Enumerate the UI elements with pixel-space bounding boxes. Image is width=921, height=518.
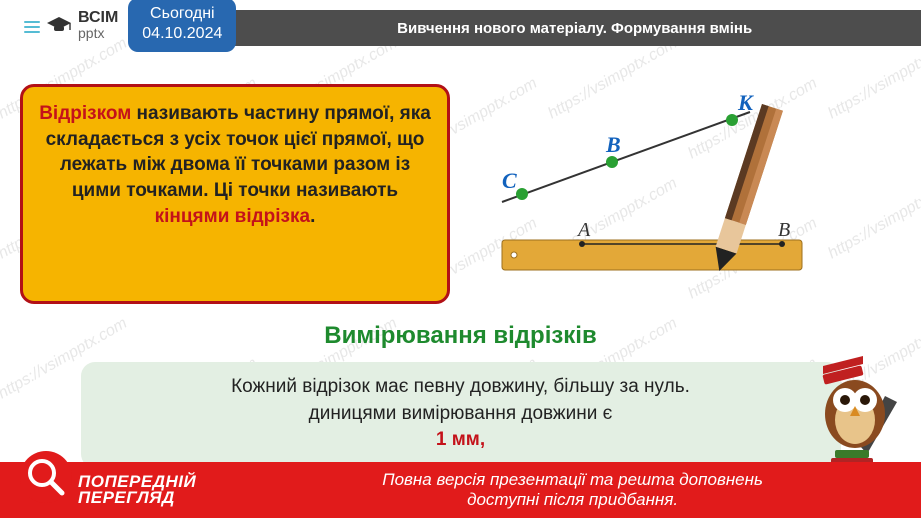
definition-box: Відрізком називають частину прямої, яка …	[20, 84, 450, 304]
measure-units: 1 мм,	[436, 429, 485, 450]
svg-text:В: В	[605, 132, 621, 157]
logo-lines-icon	[24, 21, 40, 33]
banner-label-2: ПЕРЕГЛЯД	[78, 490, 196, 506]
measure-text-1a: Кожний	[231, 376, 302, 397]
banner-msg-1: Повна версія презентації та решта доповн…	[224, 470, 921, 490]
owl-mascot-icon	[805, 354, 915, 464]
banner-message: Повна версія презентації та решта доповн…	[224, 470, 921, 510]
section-title: Вимірювання відрізків	[0, 322, 921, 350]
date-label: Сьогодні	[142, 4, 222, 24]
banner-label: ПОПЕРЕДНІЙ ПЕРЕГЛЯД	[78, 474, 196, 506]
svg-text:К: К	[737, 90, 754, 115]
svg-text:A: A	[576, 219, 591, 241]
measure-text-1b: відрізок має певну довжину, більшу за ну…	[302, 376, 690, 397]
logo-text-2: pptx	[78, 26, 118, 40]
magnifier-icon	[20, 451, 72, 503]
geometry-diagram: С В К A B	[462, 84, 892, 304]
measure-box: Кожний відрізок має певну довжину, більш…	[81, 362, 841, 468]
svg-text:B: B	[778, 219, 790, 241]
logo-text-1: ВСІМ	[78, 10, 118, 26]
date-value: 04.10.2024	[142, 24, 222, 44]
measure-text-2: диницями вимірювання довжини є	[309, 403, 613, 424]
graduation-cap-icon	[46, 15, 72, 35]
banner-msg-2: доступні після придбання.	[224, 490, 921, 510]
date-badge: Сьогодні 04.10.2024	[128, 0, 236, 52]
svg-text:С: С	[502, 168, 517, 193]
page-title: Вивчення нового матеріалу. Формування вм…	[228, 10, 921, 46]
definition-keyword-1: Відрізком	[39, 103, 131, 124]
definition-keyword-2: кінцями відрізка	[155, 206, 310, 227]
logo: ВСІМ pptx	[0, 0, 124, 40]
definition-period: .	[310, 206, 315, 227]
header: ВСІМ pptx Сьогодні 04.10.2024 Вивчення н…	[0, 0, 921, 60]
preview-banner: ПОПЕРЕДНІЙ ПЕРЕГЛЯД Повна версія презент…	[0, 462, 921, 518]
